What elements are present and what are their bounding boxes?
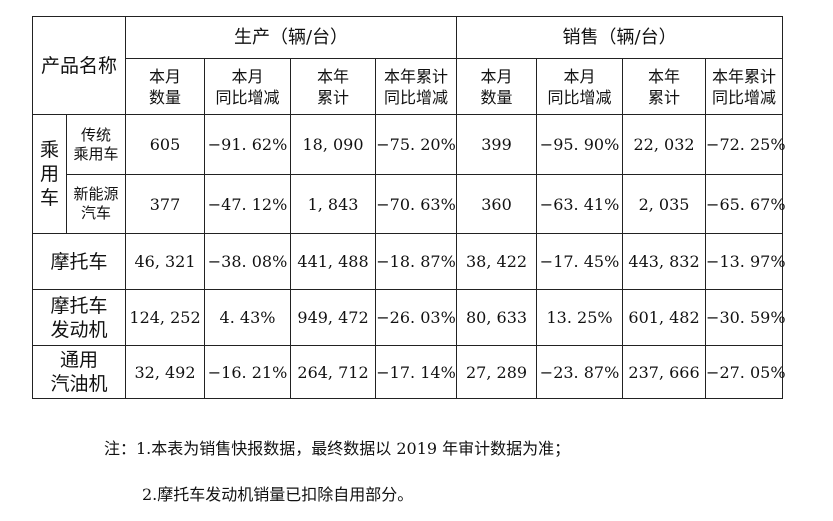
table-row: 摩托车 发动机 124, 252 4. 43% 949, 472 −26. 03%… xyxy=(31,289,786,346)
cell: −17. 45% xyxy=(536,233,624,290)
cell: −27. 05% xyxy=(705,345,786,399)
sub-header-prod-year-yoy: 本年累计 同比增减 xyxy=(375,58,458,115)
cell: 46, 321 xyxy=(125,233,206,290)
cell: 264, 712 xyxy=(290,345,377,399)
note-line-1: 注：1.本表为销售快报数据，最终数据以 2019 年审计数据为准； xyxy=(104,439,571,458)
cell: −16. 21% xyxy=(204,345,292,399)
cell: −65. 67% xyxy=(705,174,786,234)
cell: −30. 59% xyxy=(705,289,786,346)
cell: −38. 08% xyxy=(204,233,292,290)
cell: 601, 482 xyxy=(622,289,707,346)
sales-header: 销售（辆/台） xyxy=(456,16,784,59)
sales-production-table: 产品名称 生产（辆/台） 销售（辆/台） 本月 数量 本月 同比增减 本年 累计 本年… xyxy=(31,16,786,399)
cell: −23. 87% xyxy=(536,345,624,399)
cell: 18, 090 xyxy=(290,114,377,175)
cell: 377 xyxy=(125,174,206,234)
row-label-general-gasoline-engine: 通用 汽油机 xyxy=(31,345,127,399)
row-label-traditional-passenger: 传统 乘用车 xyxy=(65,114,127,175)
cell: −72. 25% xyxy=(705,114,786,175)
cell: −75. 20% xyxy=(375,114,458,175)
cell: −91. 62% xyxy=(204,114,292,175)
cell: 22, 032 xyxy=(622,114,707,175)
cell: −47. 12% xyxy=(204,174,292,234)
cell: 4. 43% xyxy=(204,289,292,346)
row-label-motorcycle-engine: 摩托车 发动机 xyxy=(31,289,127,346)
sub-header-prod-month-yoy: 本月 同比增减 xyxy=(204,58,292,115)
table-row: 摩托车 46, 321 −38. 08% 441, 488 −18. 87% 3… xyxy=(31,233,786,290)
product-name-header: 产品名称 xyxy=(31,16,127,115)
row-label-motorcycle: 摩托车 xyxy=(31,233,127,290)
cell: −13. 97% xyxy=(705,233,786,290)
cell: 124, 252 xyxy=(125,289,206,346)
table-row: 新能源 汽车 377 −47. 12% 1, 843 −70. 63% 360 −… xyxy=(33,174,786,234)
cell: 605 xyxy=(125,114,206,175)
cell: 237, 666 xyxy=(622,345,707,399)
table-row: 通用 汽油机 32, 492 −16. 21% 264, 712 −17. 14%… xyxy=(31,345,786,399)
sub-header-prod-year-total: 本年 累计 xyxy=(290,58,377,115)
cell: −63. 41% xyxy=(536,174,624,234)
sub-header-sales-month-yoy: 本月 同比增减 xyxy=(536,58,624,115)
cell: 13. 25% xyxy=(536,289,624,346)
production-header: 生产（辆/台） xyxy=(125,16,458,59)
cell: 1, 843 xyxy=(290,174,377,234)
cell: 443, 832 xyxy=(622,233,707,290)
cell: 441, 488 xyxy=(290,233,377,290)
cell: −95. 90% xyxy=(536,114,624,175)
passenger-car-group-label: 乘用车 xyxy=(32,114,67,234)
cell: −18. 87% xyxy=(375,233,458,290)
sub-header-sales-year-total: 本年 累计 xyxy=(622,58,707,115)
cell: −26. 03% xyxy=(375,289,458,346)
cell: −70. 63% xyxy=(375,174,458,234)
cell: −17. 14% xyxy=(375,345,458,399)
cell: 80, 633 xyxy=(456,289,538,346)
cell: 38, 422 xyxy=(456,233,538,290)
cell: 399 xyxy=(456,114,538,175)
sub-header-sales-month-qty: 本月 数量 xyxy=(456,58,538,115)
note-line-2: 2.摩托车发动机销量已扣除自用部分。 xyxy=(142,485,414,504)
cell: 949, 472 xyxy=(290,289,377,346)
row-label-new-energy: 新能源 汽车 xyxy=(65,174,127,234)
cell: 360 xyxy=(456,174,538,234)
sub-header-sales-year-yoy: 本年累计 同比增减 xyxy=(705,58,784,115)
cell: 2, 035 xyxy=(622,174,707,234)
sub-header-prod-month-qty: 本月 数量 xyxy=(125,58,206,115)
cell: 27, 289 xyxy=(456,345,538,399)
cell: 32, 492 xyxy=(125,345,206,399)
table-row: 乘用车 传统 乘用车 605 −91. 62% 18, 090 −75. 20% … xyxy=(32,114,786,234)
